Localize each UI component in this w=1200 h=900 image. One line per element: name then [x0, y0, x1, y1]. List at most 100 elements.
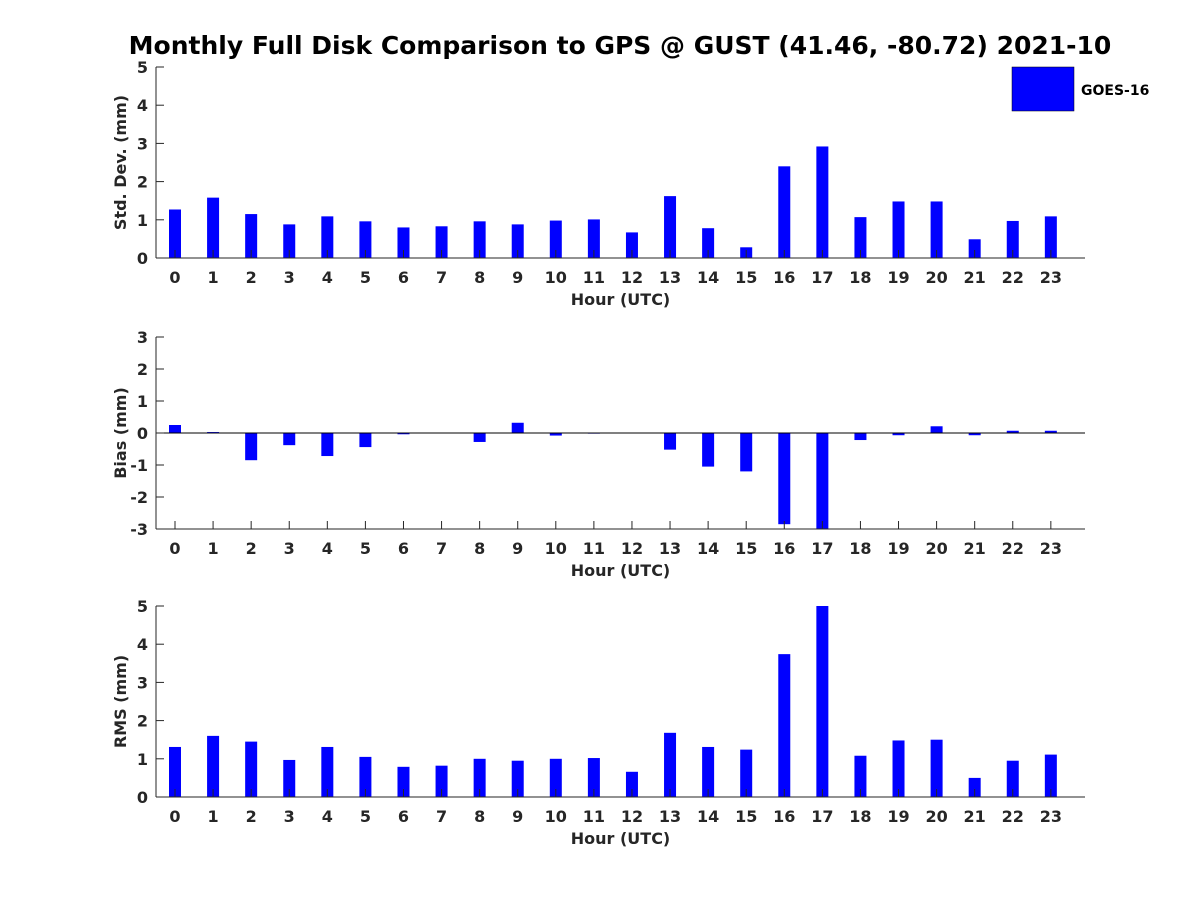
bias-y-tick-label: -1 [130, 456, 148, 475]
figure-title: Monthly Full Disk Comparison to GPS @ GU… [129, 31, 1112, 60]
bias-y-ticks: -3 -2 -1 0 1 2 3 [130, 328, 164, 539]
bias-bar-hour-21 [968, 433, 981, 436]
rms-bar-hour-23 [1044, 754, 1057, 797]
rms-x-tick-label: 0 [169, 807, 180, 826]
std-dev-x-tick-label: 15 [735, 268, 757, 287]
rms-bars [169, 606, 1057, 797]
bias-bar-hour-3 [283, 433, 296, 446]
rms-y-tick-label: 2 [137, 712, 148, 731]
bias-x-tick-label: 14 [697, 539, 719, 558]
std-dev-bar-hour-2 [245, 214, 258, 258]
std-dev-y-tick-label: 4 [137, 96, 148, 115]
bias-bar-hour-2 [245, 433, 258, 461]
std-dev-x-tick-label: 5 [360, 268, 371, 287]
rms-y-axis-label: RMS (mm) [111, 655, 130, 748]
rms-x-tick-label: 17 [811, 807, 833, 826]
std-dev-bar-hour-18 [854, 217, 867, 258]
rms-bar-hour-9 [511, 760, 524, 797]
bias-bar-hour-10 [549, 433, 562, 436]
bias-y-axis-label: Bias (mm) [111, 387, 130, 479]
std-dev-bars [169, 146, 1057, 258]
rms-bar-hour-6 [397, 766, 410, 797]
std-dev-bar-hour-11 [587, 219, 600, 258]
bias-x-tick-label: 12 [621, 539, 643, 558]
rms-x-tick-label: 4 [322, 807, 333, 826]
bias-x-tick-label: 19 [887, 539, 909, 558]
bias-x-tick-label: 20 [925, 539, 947, 558]
bias-y-tick-label: -2 [130, 488, 148, 507]
std-dev-bar-hour-3 [283, 224, 296, 258]
std-dev-x-tick-label: 11 [583, 268, 605, 287]
std-dev-bar-hour-16 [778, 166, 791, 258]
rms-x-tick-label: 16 [773, 807, 795, 826]
legend: GOES-16 [1011, 66, 1149, 112]
rms-y-ticks: 0 1 2 3 4 5 [137, 597, 164, 807]
bias-y-tick-label: -3 [130, 520, 148, 539]
bias-bar-hour-23 [1044, 430, 1057, 433]
rms-bar-hour-4 [321, 746, 334, 797]
std-dev-x-tick-label: 4 [322, 268, 333, 287]
rms-bar-hour-7 [435, 765, 448, 797]
rms-bar-hour-19 [892, 740, 905, 797]
rms-bar-hour-18 [854, 755, 867, 797]
std-dev-y-tick-label: 2 [137, 173, 148, 192]
bias-x-tick-label: 6 [398, 539, 409, 558]
std-dev-bar-hour-21 [968, 239, 981, 258]
std-dev-bar-hour-1 [207, 197, 220, 258]
bias-x-tick-label: 9 [512, 539, 523, 558]
rms-x-ticks: 0 1 2 3 4 5 6 7 8 9 10 11 12 13 14 15 16 17 18 19 20 21 22 23 [169, 789, 1062, 826]
std-dev-bar-hour-9 [511, 224, 524, 258]
rms-x-tick-label: 3 [284, 807, 295, 826]
bias-x-tick-label: 15 [735, 539, 757, 558]
std-dev-x-tick-label: 0 [169, 268, 180, 287]
bias-bar-hour-13 [664, 433, 677, 450]
rms-x-tick-label: 2 [246, 807, 257, 826]
std-dev-x-tick-label: 1 [208, 268, 219, 287]
bias-bar-hour-8 [473, 433, 486, 442]
bias-bar-hour-5 [359, 433, 372, 448]
rms-bar-hour-11 [587, 758, 600, 797]
bias-bar-hour-18 [854, 433, 867, 441]
std-dev-bar-hour-7 [435, 226, 448, 258]
std-dev-bar-hour-22 [1006, 220, 1019, 258]
std-dev-bar-hour-0 [169, 209, 181, 258]
rms-y-tick-label: 0 [137, 788, 148, 807]
rms-x-tick-label: 20 [925, 807, 947, 826]
std-dev-bar-hour-13 [664, 196, 677, 258]
rms-x-tick-label: 11 [583, 807, 605, 826]
rms-bar-hour-15 [740, 749, 753, 797]
std-dev-x-tick-label: 6 [398, 268, 409, 287]
std-dev-x-tick-label: 2 [246, 268, 257, 287]
std-dev-x-ticks: 0 1 2 3 4 5 6 7 8 9 10 11 12 13 14 15 16 17 18 19 20 21 22 23 [169, 250, 1062, 287]
bias-x-tick-label: 7 [436, 539, 447, 558]
bias-x-tick-label: 5 [360, 539, 371, 558]
std-dev-x-tick-label: 21 [964, 268, 986, 287]
bias-x-tick-label: 8 [474, 539, 485, 558]
rms-y-tick-label: 4 [137, 635, 148, 654]
bias-y-tick-label: 0 [137, 424, 148, 443]
bias-x-tick-label: 23 [1040, 539, 1062, 558]
rms-x-tick-label: 14 [697, 807, 719, 826]
std-dev-bar-hour-17 [816, 146, 829, 258]
rms-bar-hour-20 [930, 739, 943, 797]
std-dev-x-tick-label: 17 [811, 268, 833, 287]
rms-x-tick-label: 21 [964, 807, 986, 826]
rms-x-tick-label: 10 [545, 807, 567, 826]
std-dev-x-tick-label: 9 [512, 268, 523, 287]
std-dev-bar-hour-4 [321, 216, 334, 258]
bias-bar-hour-19 [892, 433, 905, 436]
std-dev-bar-hour-12 [625, 232, 638, 258]
std-dev-x-tick-label: 14 [697, 268, 719, 287]
rms-bar-hour-21 [968, 777, 981, 797]
bias-bars [169, 422, 1057, 529]
std-dev-x-tick-label: 20 [925, 268, 947, 287]
bias-x-axis-label: Hour (UTC) [571, 561, 671, 580]
rms-bar-hour-2 [245, 741, 258, 797]
bias-x-tick-label: 17 [811, 539, 833, 558]
legend-label: GOES-16 [1081, 83, 1149, 99]
bias-y-tick-label: 3 [137, 328, 148, 347]
rms-x-axis-label: Hour (UTC) [571, 829, 671, 848]
